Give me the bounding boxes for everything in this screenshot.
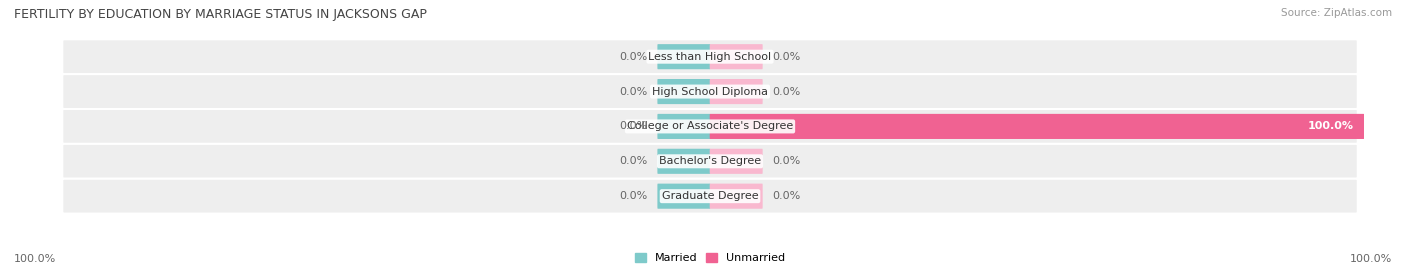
Text: 100.0%: 100.0%: [1308, 121, 1354, 132]
Text: 0.0%: 0.0%: [772, 156, 800, 166]
Text: 100.0%: 100.0%: [14, 254, 56, 264]
FancyBboxPatch shape: [658, 79, 710, 104]
Text: Source: ZipAtlas.com: Source: ZipAtlas.com: [1281, 8, 1392, 18]
Text: College or Associate's Degree: College or Associate's Degree: [627, 121, 793, 132]
Legend: Married, Unmarried: Married, Unmarried: [630, 248, 790, 268]
Text: Less than High School: Less than High School: [648, 52, 772, 62]
Text: 0.0%: 0.0%: [772, 191, 800, 201]
FancyBboxPatch shape: [62, 179, 1358, 214]
Text: 0.0%: 0.0%: [620, 156, 648, 166]
FancyBboxPatch shape: [62, 39, 1358, 74]
Text: 0.0%: 0.0%: [620, 121, 648, 132]
FancyBboxPatch shape: [710, 44, 762, 69]
FancyBboxPatch shape: [710, 114, 1364, 139]
FancyBboxPatch shape: [710, 184, 762, 209]
FancyBboxPatch shape: [62, 74, 1358, 109]
Text: 0.0%: 0.0%: [772, 52, 800, 62]
Text: Graduate Degree: Graduate Degree: [662, 191, 758, 201]
Text: 0.0%: 0.0%: [620, 87, 648, 97]
FancyBboxPatch shape: [62, 109, 1358, 144]
Text: FERTILITY BY EDUCATION BY MARRIAGE STATUS IN JACKSONS GAP: FERTILITY BY EDUCATION BY MARRIAGE STATU…: [14, 8, 427, 21]
FancyBboxPatch shape: [710, 149, 762, 174]
Text: 0.0%: 0.0%: [772, 87, 800, 97]
Text: High School Diploma: High School Diploma: [652, 87, 768, 97]
FancyBboxPatch shape: [710, 79, 762, 104]
FancyBboxPatch shape: [658, 114, 710, 139]
Text: Bachelor's Degree: Bachelor's Degree: [659, 156, 761, 166]
FancyBboxPatch shape: [658, 149, 710, 174]
FancyBboxPatch shape: [658, 44, 710, 69]
Text: 0.0%: 0.0%: [620, 52, 648, 62]
FancyBboxPatch shape: [658, 184, 710, 209]
Text: 100.0%: 100.0%: [1350, 254, 1392, 264]
FancyBboxPatch shape: [62, 144, 1358, 179]
Text: 0.0%: 0.0%: [620, 191, 648, 201]
